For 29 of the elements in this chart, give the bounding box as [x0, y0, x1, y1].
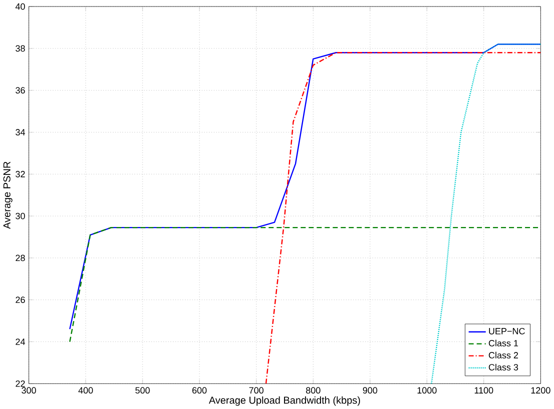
y-tick-label: 32: [16, 170, 25, 178]
x-tick-label: 700: [249, 387, 264, 394]
x-axis-title: Average Upload Bandwidth (kbps): [208, 396, 360, 406]
y-tick-label: 40: [15, 3, 25, 10]
y-axis-title: Average PSNR: [3, 162, 12, 229]
x-tick-label: 400: [78, 387, 93, 394]
y-tick-label: 24: [16, 338, 26, 345]
line-series: [265, 52, 541, 384]
y-tick-label: 22: [16, 380, 25, 387]
y-tick-label: 38: [16, 45, 25, 52]
y-tick-label: 26: [16, 296, 25, 303]
x-tick-label: 800: [306, 387, 320, 394]
x-tick-label: 600: [192, 387, 207, 394]
line-series: [430, 44, 541, 384]
x-tick-label: 1100: [474, 387, 494, 394]
y-tick-label: 36: [16, 87, 25, 94]
x-tick-label: 300: [22, 387, 36, 394]
line-series: [69, 44, 541, 330]
x-tick-label: 1000: [418, 387, 437, 394]
y-tick-label: 28: [16, 254, 25, 262]
x-tick-label: 900: [362, 387, 378, 394]
y-tick-label: 30: [16, 212, 25, 220]
legend-label: Class 1: [488, 340, 518, 346]
legend-label: Class 2: [488, 352, 518, 358]
x-tick-label: 500: [135, 387, 150, 394]
y-tick-label: 34: [16, 128, 26, 136]
legend-label: UEP−NC: [489, 328, 525, 334]
legend-label: Class 3: [488, 364, 518, 370]
x-tick-label: 1200: [531, 387, 550, 394]
